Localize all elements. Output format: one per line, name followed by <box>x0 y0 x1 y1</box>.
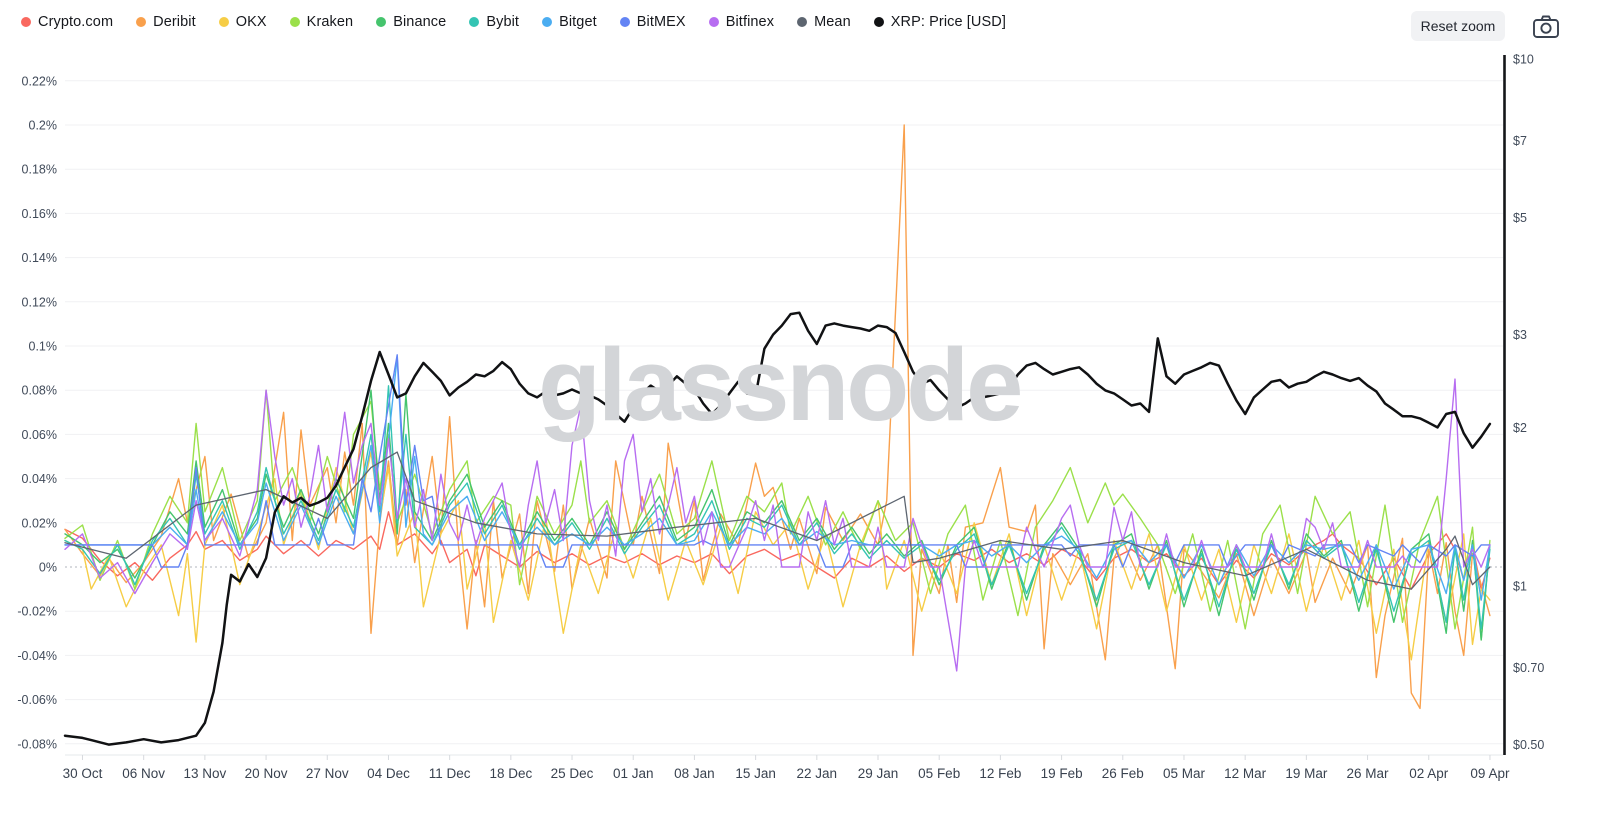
x-axis-tick-label: 04 Dec <box>367 766 410 781</box>
y-left-tick-label: 0.06% <box>22 428 57 442</box>
camera-button[interactable] <box>1532 14 1560 39</box>
y-left-tick-label: 0.08% <box>22 384 57 398</box>
y-left-tick-label: -0.04% <box>17 649 57 663</box>
legend-item-kraken[interactable]: Kraken <box>289 14 354 30</box>
legend-color-dot-icon <box>376 17 387 27</box>
y-right-tick-label: $3 <box>1513 328 1527 342</box>
x-axis-tick-label: 08 Jan <box>674 766 715 781</box>
legend-item-okx[interactable]: OKX <box>218 14 267 30</box>
legend-color-dot-icon <box>873 17 884 27</box>
legend-item-bitmex[interactable]: BitMEX <box>619 14 686 30</box>
legend-item-label: Kraken <box>306 14 354 30</box>
legend-item-bitfinex[interactable]: Bitfinex <box>708 14 775 30</box>
x-axis-tick-label: 06 Nov <box>122 766 165 781</box>
y-left-tick-label: 0.1% <box>29 340 58 354</box>
y-left-tick-label: -0.02% <box>17 605 57 619</box>
legend-color-dot-icon <box>289 17 300 27</box>
legend-color-dot-icon <box>797 17 808 27</box>
x-axis-tick-label: 05 Feb <box>918 766 960 781</box>
legend-color-dot-icon <box>708 17 719 27</box>
x-axis-tick-label: 20 Nov <box>245 766 288 781</box>
y-left-tick-label: 0.14% <box>22 251 57 265</box>
y-left-tick-label: -0.06% <box>17 693 57 707</box>
camera-icon <box>1533 15 1559 38</box>
legend-item-label: OKX <box>235 14 267 30</box>
y-left-tick-label: 0.12% <box>22 295 57 309</box>
legend-item-deribit[interactable]: Deribit <box>136 14 196 30</box>
reset-zoom-button[interactable]: Reset zoom <box>1411 11 1505 41</box>
legend-item-label: XRP: Price [USD] <box>890 14 1006 30</box>
x-axis-tick-label: 19 Feb <box>1041 766 1083 781</box>
legend-item-label: Crypto.com <box>38 14 114 30</box>
legend-item-label: Bitget <box>559 14 597 30</box>
x-axis-tick-label: 11 Dec <box>429 766 471 781</box>
y-right-tick-label: $7 <box>1513 134 1527 148</box>
legend-item-label: Deribit <box>153 14 196 30</box>
y-right-tick-label: $10 <box>1513 53 1534 67</box>
series-line-crypto-com <box>64 511 1491 590</box>
x-axis-tick-label: 29 Jan <box>858 766 899 781</box>
x-axis-tick-label: 18 Dec <box>489 766 532 781</box>
y-left-tick-label: 0.04% <box>22 472 57 486</box>
y-right-tick-label: $0.70 <box>1513 661 1544 675</box>
x-axis-tick-label: 30 Oct <box>63 766 103 781</box>
legend-color-dot-icon <box>619 17 630 27</box>
legend-item-bitget[interactable]: Bitget <box>542 14 597 30</box>
series-line-bitget <box>64 356 1491 601</box>
series-line-kraken <box>64 389 1491 641</box>
y-left-tick-label: 0.22% <box>22 74 57 88</box>
x-axis-tick-label: 12 Feb <box>979 766 1021 781</box>
y-left-tick-label: 0.18% <box>22 163 57 177</box>
x-axis-tick-label: 27 Nov <box>306 766 349 781</box>
x-axis-tick-label: 02 Apr <box>1409 766 1449 781</box>
y-left-tick-label: 0% <box>39 561 57 575</box>
x-axis-tick-label: 15 Jan <box>735 766 776 781</box>
legend-item-label: BitMEX <box>636 14 686 30</box>
x-axis-tick-label: 01 Jan <box>613 766 654 781</box>
legend-item-label: Bybit <box>486 14 520 30</box>
legend-item-label: Bitfinex <box>725 14 775 30</box>
legend-item-mean[interactable]: Mean <box>797 14 851 30</box>
x-axis-tick-label: 22 Jan <box>797 766 838 781</box>
y-right-tick-label: $0.50 <box>1513 738 1544 752</box>
chart-legend: Crypto.com Deribit OKX Kraken Binance Bybit Bi… <box>21 10 1006 34</box>
legend-color-dot-icon <box>136 17 147 27</box>
x-axis-tick-label: 09 Apr <box>1470 766 1510 781</box>
y-right-tick-label: $2 <box>1513 421 1527 435</box>
legend-item-label: Binance <box>393 14 447 30</box>
legend-color-dot-icon <box>542 17 553 27</box>
legend-item-xrp-price-usd[interactable]: XRP: Price [USD] <box>873 14 1006 30</box>
x-axis-tick-label: 26 Mar <box>1347 766 1390 781</box>
legend-item-label: Mean <box>814 14 851 30</box>
y-left-tick-label: -0.08% <box>17 737 57 751</box>
series-line-xrp-price-usd <box>63 311 1492 746</box>
y-left-tick-label: 0.2% <box>29 119 58 133</box>
legend-color-dot-icon <box>21 17 31 27</box>
legend-item-bybit[interactable]: Bybit <box>469 14 519 30</box>
y-left-tick-label: 0.02% <box>22 516 57 530</box>
legend-color-dot-icon <box>218 17 229 27</box>
y-right-tick-label: $1 <box>1513 580 1527 594</box>
y-right-tick-label: $5 <box>1513 211 1527 225</box>
x-axis-tick-label: 25 Dec <box>551 766 594 781</box>
legend-item-crypto-com[interactable]: Crypto.com <box>21 14 113 30</box>
y-left-tick-label: 0.16% <box>22 207 57 221</box>
series-line-deribit <box>64 124 1491 710</box>
series-line-bitmex <box>64 354 1491 568</box>
series-line-mean <box>64 451 1491 590</box>
x-axis-tick-label: 19 Mar <box>1285 766 1328 781</box>
x-axis-tick-label: 05 Mar <box>1163 766 1206 781</box>
x-axis-tick-label: 12 Mar <box>1224 766 1267 781</box>
x-axis-tick-label: 13 Nov <box>183 766 226 781</box>
x-axis-tick-label: 26 Feb <box>1102 766 1144 781</box>
legend-item-binance[interactable]: Binance <box>376 14 446 30</box>
legend-color-dot-icon <box>469 17 480 27</box>
